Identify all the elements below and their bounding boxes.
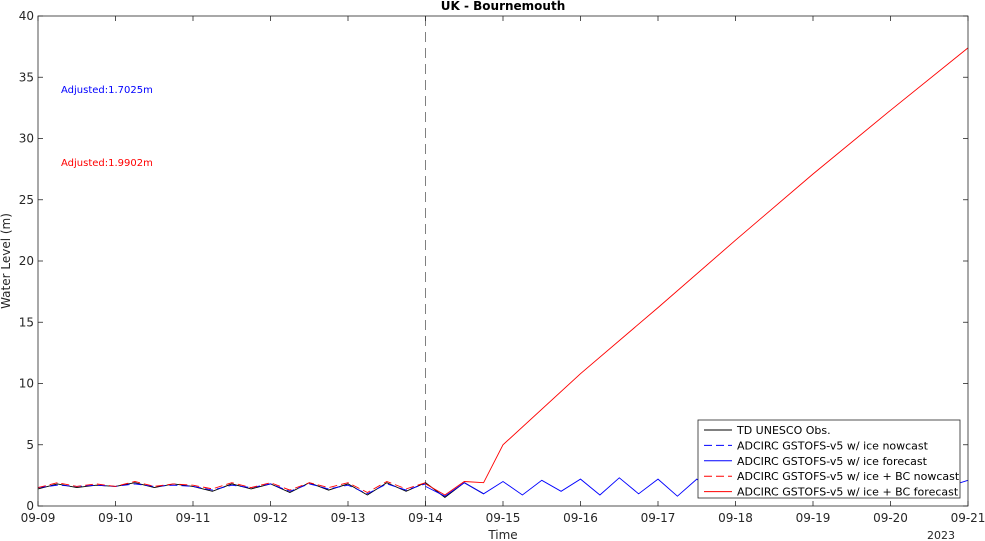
annotation-adjusted-blue: Adjusted:1.7025m — [61, 85, 153, 96]
legend: TD UNESCO Obs. ADCIRC GSTOFS-v5 w/ ice no… — [697, 419, 961, 499]
y-axis-label: Water Level (m) — [0, 213, 13, 309]
annotation-adjusted-red: Adjusted:1.9902m — [61, 158, 153, 169]
x-tick-label: 09-11 — [176, 511, 211, 525]
x-tick-label: 09-12 — [253, 511, 288, 525]
series-line-1 — [37, 483, 426, 495]
y-tick-label: 5 — [26, 438, 34, 452]
y-tick-label: 40 — [19, 9, 34, 23]
x-axis-label: Time — [487, 528, 517, 541]
legend-box — [697, 419, 961, 499]
y-tick-label: 30 — [19, 132, 34, 146]
series-line-3 — [37, 481, 426, 494]
x-tick-label: 09-19 — [796, 511, 831, 525]
y-tick-label: 35 — [19, 70, 34, 84]
legend-label-0: TD UNESCO Obs. — [736, 424, 831, 437]
legend-label-3: ADCIRC GSTOFS-v5 w/ ice + BC nowcast — [737, 470, 960, 483]
chart-title: UK - Bournemouth — [441, 0, 565, 13]
year-label: 2023 — [927, 529, 955, 541]
x-tick-label: 09-10 — [98, 511, 133, 525]
x-tick-label: 09-15 — [486, 511, 521, 525]
x-tick-label: 09-17 — [641, 511, 676, 525]
legend-label-2: ADCIRC GSTOFS-v5 w/ ice forecast — [737, 455, 928, 468]
y-tick-label: 25 — [19, 193, 34, 207]
x-tick-label: 09-09 — [21, 511, 56, 525]
x-tick-label: 09-21 — [951, 511, 985, 525]
y-tick-label: 0 — [26, 499, 34, 513]
x-tick-label: 09-14 — [408, 511, 443, 525]
x-tick-label: 09-18 — [718, 511, 753, 525]
x-tick-label: 09-13 — [331, 511, 366, 525]
x-tick-label: 09-20 — [873, 511, 908, 525]
x-tick-label: 09-16 — [563, 511, 598, 525]
y-tick-label: 20 — [19, 254, 34, 268]
legend-label-1: ADCIRC GSTOFS-v5 w/ ice nowcast — [737, 439, 929, 452]
series-line-4 — [425, 47, 969, 496]
y-tick-label: 10 — [19, 377, 34, 391]
legend-label-4: ADCIRC GSTOFS-v5 w/ ice + BC forecast — [737, 486, 959, 499]
y-tick-label: 15 — [19, 315, 34, 329]
